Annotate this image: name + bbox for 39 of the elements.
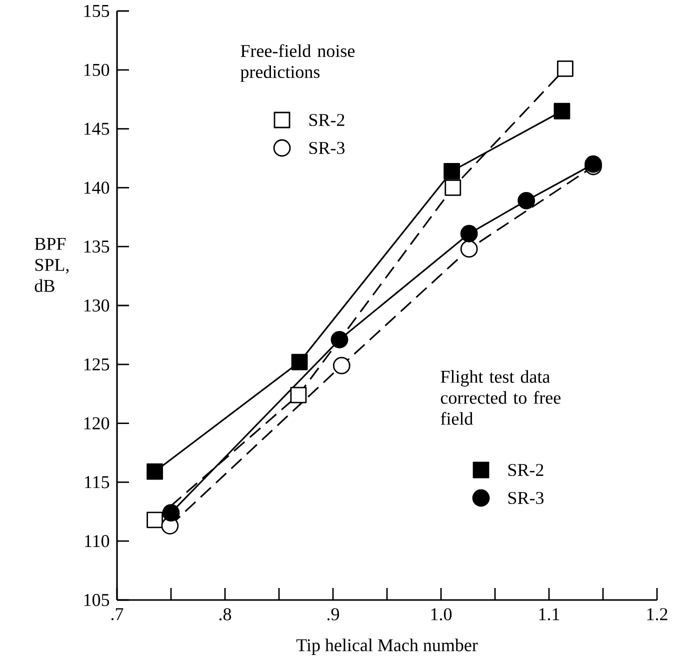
point — [444, 179, 462, 196]
y-tick-label: 110 — [85, 535, 110, 548]
legend-label: SR-2 — [508, 464, 544, 476]
y-tick-label: 135 — [84, 240, 110, 253]
x-tick-label: 1.1 — [539, 608, 560, 620]
y-tick-label: 115 — [85, 476, 110, 488]
point — [444, 163, 460, 180]
point — [290, 386, 307, 404]
point — [146, 463, 164, 480]
y-tick-label: 130 — [84, 299, 110, 312]
y-tick-label: 155 — [84, 4, 110, 18]
point — [162, 504, 180, 522]
point — [291, 354, 308, 370]
x-tick-label: 1.2 — [647, 608, 668, 620]
point — [460, 240, 478, 258]
y-axis-title: BPF SPL, dB — [34, 238, 69, 292]
y-tick-label: 145 — [84, 122, 110, 135]
x-tick-label: .8 — [219, 608, 232, 620]
y-tick-label: 125 — [84, 358, 110, 370]
x-tick-label: 1.0 — [431, 608, 452, 620]
x-tick-label: .9 — [327, 608, 340, 620]
annotation: Free-field noise predictions — [240, 44, 355, 82]
point — [460, 224, 478, 242]
y-tick-label: 105 — [84, 594, 110, 606]
y-tick-label: 120 — [84, 417, 110, 430]
x-tick-label: .7 — [111, 608, 124, 620]
point — [332, 356, 350, 374]
y-tick-label: 150 — [84, 64, 110, 76]
y-tick-label: 140 — [84, 182, 110, 194]
legend-label: SR-2 — [309, 114, 344, 126]
point — [518, 192, 536, 210]
legend-label: SR-3 — [309, 142, 345, 154]
point — [146, 512, 164, 528]
point — [554, 102, 570, 120]
point — [557, 60, 574, 77]
annotation: Flight test data corrected to free field — [440, 370, 561, 425]
point — [330, 330, 348, 348]
x-axis-title: Tip helical Mach number — [296, 638, 478, 655]
legend-label: SR-3 — [508, 492, 544, 504]
